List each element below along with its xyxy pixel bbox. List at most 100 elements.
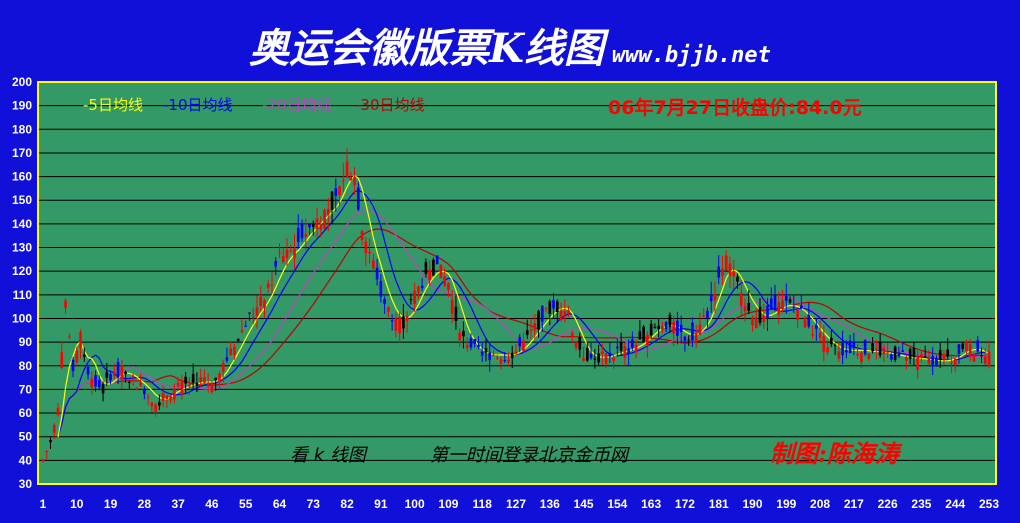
candle-body: [788, 299, 792, 303]
candle-body: [360, 231, 364, 241]
title-text: 奥运会徽版票K线图: [249, 25, 604, 72]
candle-body: [60, 352, 64, 368]
legend-ma5: -5日均线: [83, 96, 143, 114]
candle-body: [315, 218, 319, 230]
y-tick-label: 120: [12, 264, 32, 278]
candle-body: [311, 224, 315, 228]
candle-body: [646, 334, 649, 347]
candle-body: [105, 372, 109, 378]
candle-body: [281, 256, 285, 262]
candle-body: [349, 177, 353, 180]
candle-body: [124, 371, 127, 374]
candle-body: [338, 186, 341, 196]
x-tick-label: 163: [641, 497, 661, 511]
candle-body: [893, 346, 897, 360]
candle-body: [266, 283, 270, 288]
candle-body: [968, 344, 972, 357]
candle-body: [811, 334, 814, 336]
candle-body: [97, 379, 101, 388]
candle-body: [439, 264, 443, 278]
candle-body: [274, 261, 278, 267]
candle-body: [308, 224, 311, 228]
x-tick-label: 55: [239, 497, 253, 511]
candle-body: [161, 392, 165, 401]
candle-body: [116, 361, 120, 378]
candle-body: [79, 332, 82, 348]
candle-body: [957, 344, 961, 355]
candle-body: [848, 340, 852, 354]
candle-body: [199, 377, 202, 383]
candle-body: [713, 294, 717, 301]
candle-body: [94, 374, 97, 387]
x-tick-label: 244: [945, 497, 965, 511]
candle-body: [563, 311, 567, 316]
candle-body: [82, 354, 86, 358]
candle-body: [296, 227, 300, 243]
candle-body: [330, 191, 334, 210]
candle-body: [548, 301, 552, 314]
candle-body: [586, 347, 589, 361]
candle-body: [863, 340, 867, 355]
candle-body: [450, 299, 454, 314]
website-link[interactable]: www.bjjb.net: [611, 43, 771, 68]
candle-body: [109, 374, 112, 381]
candle-body: [987, 351, 991, 367]
candle-body: [184, 376, 187, 384]
candle-body: [818, 332, 822, 338]
candle-body: [522, 340, 525, 352]
grid-lines: [38, 105, 996, 461]
candle-body: [45, 450, 49, 452]
candle-body: [469, 338, 473, 348]
candle-body: [270, 284, 274, 286]
candle-body: [90, 378, 94, 388]
candle-body: [799, 305, 803, 309]
author-credit: 制图:陈海涛: [770, 439, 903, 468]
candle-body: [938, 349, 942, 360]
legend-ma20: -20日均线: [262, 96, 332, 114]
candle-body: [387, 307, 390, 312]
candle-body: [683, 336, 687, 341]
candlesticks: [41, 148, 991, 463]
candle-body: [927, 358, 931, 364]
candle-body: [206, 383, 210, 386]
y-tick-label: 170: [12, 146, 32, 160]
candle-body: [533, 323, 537, 331]
candle-body: [432, 259, 435, 276]
candle-body: [398, 317, 401, 334]
candle-body: [706, 310, 709, 319]
candle-body: [499, 359, 503, 364]
candle-body: [815, 325, 818, 329]
candle-body: [886, 351, 889, 353]
candle-body: [52, 424, 56, 433]
candle-body: [357, 187, 360, 210]
candle-body: [612, 357, 615, 362]
candle-body: [64, 300, 67, 309]
candle-body: [717, 266, 721, 278]
candle-body: [477, 344, 480, 348]
x-tick-label: 64: [273, 497, 287, 511]
candle-body: [657, 325, 660, 329]
candle-body: [856, 353, 859, 356]
x-tick-label: 190: [742, 497, 762, 511]
candle-body: [465, 345, 469, 348]
candle-body: [413, 290, 416, 304]
candle-body: [570, 332, 574, 338]
candle-body: [334, 188, 338, 196]
candle-body: [131, 375, 135, 377]
candle-body: [867, 353, 871, 359]
candle-body: [113, 371, 116, 377]
candle-body: [897, 352, 901, 357]
candle-body: [567, 310, 570, 314]
candle-body: [634, 344, 638, 353]
candle-body: [342, 180, 345, 182]
y-tick-label: 30: [19, 477, 33, 491]
closing-price-note: 06年7月27日收盘价:84.0元: [608, 96, 862, 119]
candle-body: [679, 324, 683, 332]
candle-body: [443, 276, 446, 286]
candle-body: [593, 358, 597, 360]
candle-body: [229, 348, 233, 356]
candle-body: [518, 336, 522, 347]
candle-body: [495, 357, 499, 359]
candle-body: [807, 314, 811, 327]
